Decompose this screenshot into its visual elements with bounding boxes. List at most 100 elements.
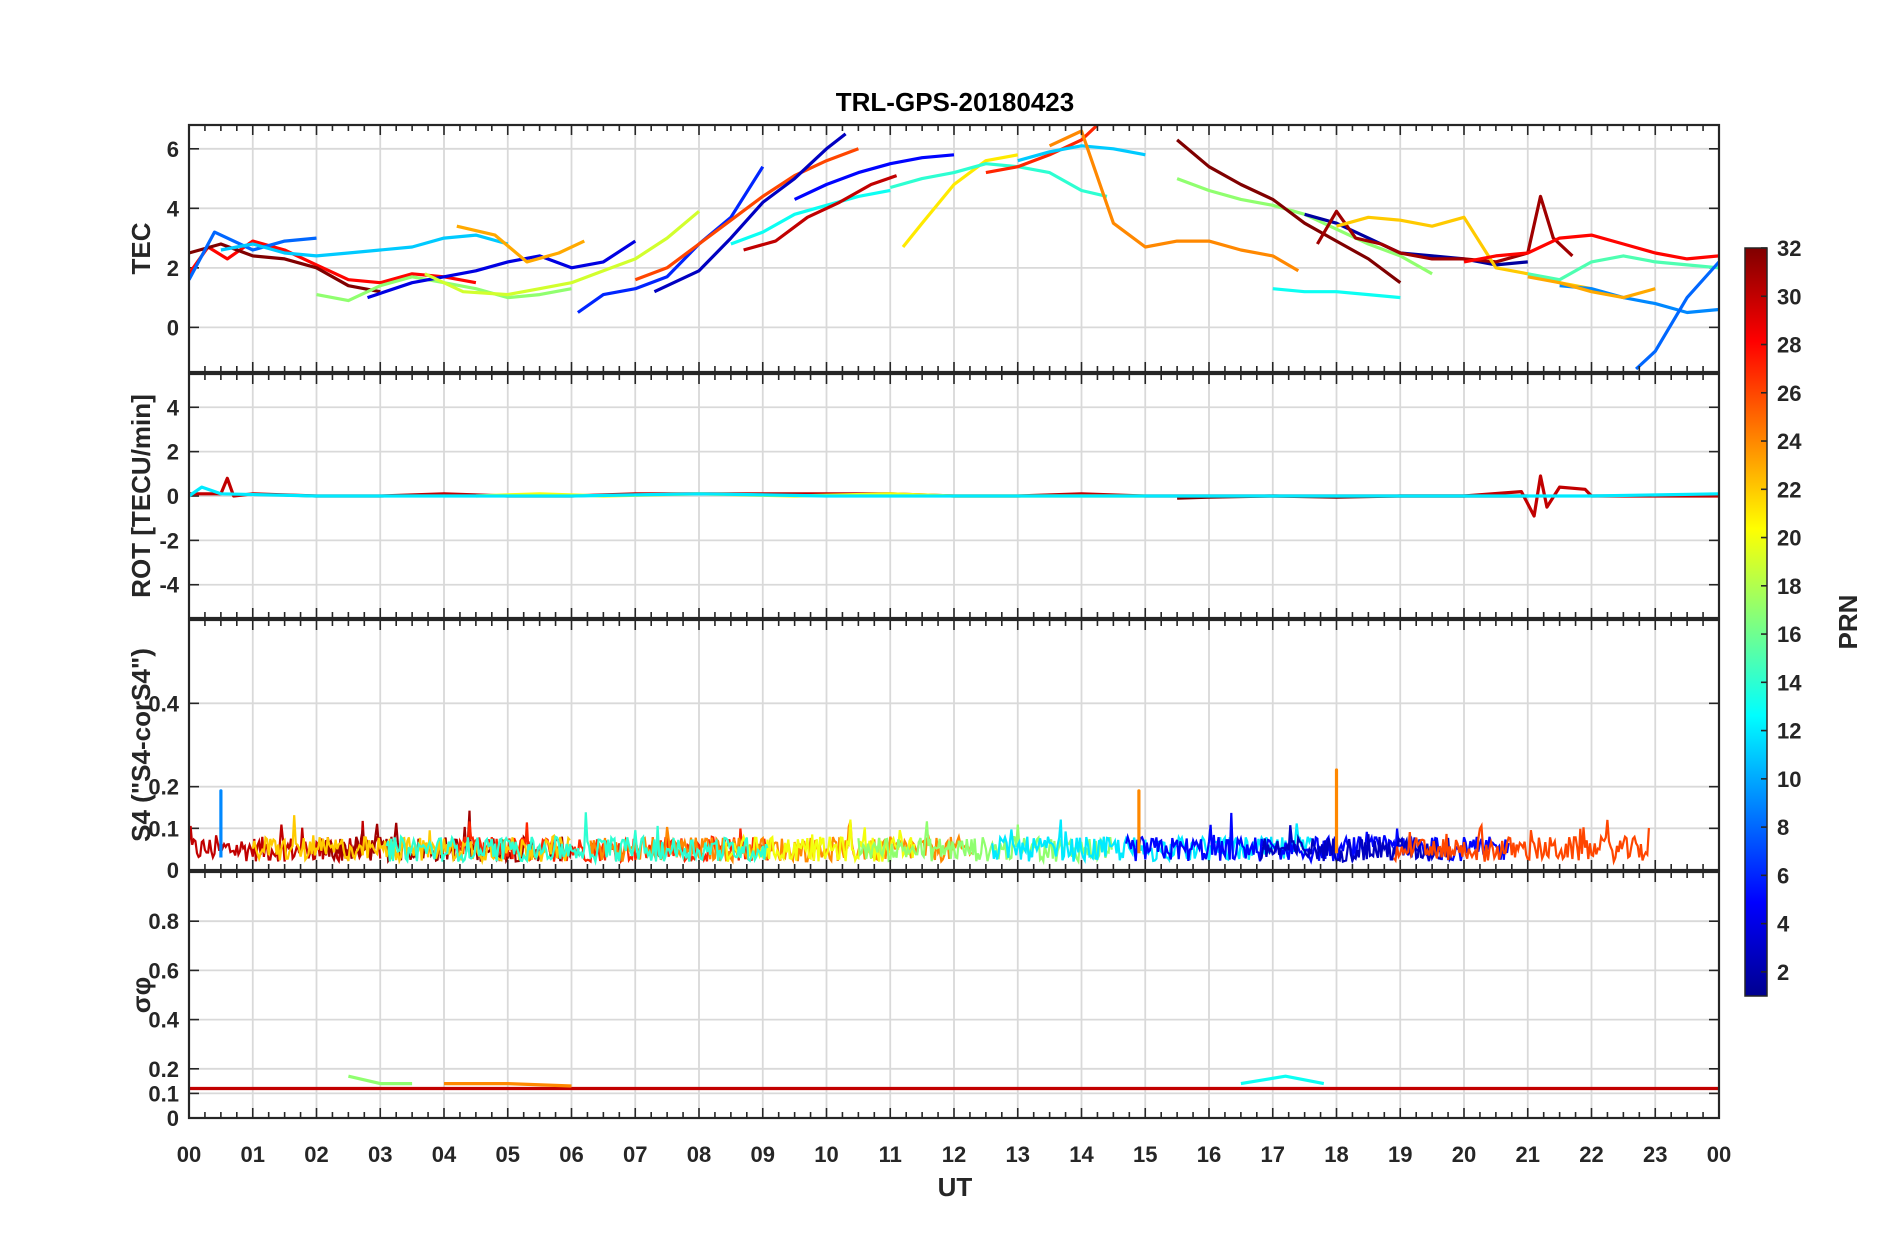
- x-tick-label: 07: [623, 1142, 647, 1167]
- panel-frame: [187, 618, 1721, 872]
- panel-frame: [187, 123, 1721, 374]
- x-tick-label: 05: [496, 1142, 520, 1167]
- series-line-prn-5: [793, 153, 955, 201]
- y-tick-label: -4: [159, 573, 179, 598]
- series-line-prn-32: [1176, 138, 1402, 284]
- x-tick-label: 02: [304, 1142, 328, 1167]
- series-line-prn-17: [1176, 177, 1433, 276]
- x-tick-label: 08: [687, 1142, 711, 1167]
- panel-data: [189, 125, 1719, 371]
- y-tick-label: 0.1: [148, 816, 179, 841]
- y-tick-label: 0: [167, 1106, 179, 1131]
- x-tick-label: 00: [177, 1142, 201, 1167]
- panel-2: -4 -2 0 2 4 ROT [TECU/min]: [126, 372, 1721, 620]
- series-noise: [1259, 825, 1453, 865]
- y-tick-label: 6: [167, 137, 179, 162]
- colorbar-scale: [1744, 247, 1768, 997]
- series-line-prn-3: [653, 132, 847, 294]
- series-line-prn-21: [901, 153, 1019, 249]
- series-line-prn-24: [444, 1082, 572, 1088]
- panel-frame: [187, 372, 1721, 620]
- x-tick-label: 04: [432, 1142, 457, 1167]
- series-line-prn-13: [730, 188, 891, 246]
- colorbar-tick-label: 28: [1777, 333, 1801, 358]
- series-line-prn-23: [456, 224, 585, 264]
- y-axis-label: TEC: [126, 222, 156, 274]
- x-tick-label: 03: [368, 1142, 392, 1167]
- y-tick-label: 0: [167, 315, 179, 340]
- series-line-prn-17: [348, 1074, 413, 1086]
- colorbar-tick-label: 22: [1777, 477, 1801, 502]
- series-line-prn-28: [1463, 233, 1719, 264]
- series-line-prn-24: [1048, 129, 1300, 273]
- colorbar-tick-label: 8: [1777, 815, 1789, 840]
- series-line-prn-31: [1316, 194, 1574, 264]
- y-axis-label: σφ: [126, 977, 156, 1013]
- x-tick-label: 20: [1452, 1142, 1476, 1167]
- colorbar-tick-label: 4: [1777, 912, 1790, 937]
- x-tick-label: 15: [1133, 1142, 1157, 1167]
- x-tick-label: 13: [1006, 1142, 1030, 1167]
- y-tick-label: 4: [167, 395, 180, 420]
- series-line-prn-28: [189, 239, 477, 285]
- panel-data: [189, 474, 1719, 518]
- series-line-prn-27: [985, 125, 1100, 175]
- x-tick-label: 22: [1579, 1142, 1603, 1167]
- series-noise: [1392, 819, 1650, 866]
- x-tick-label: 06: [559, 1142, 583, 1167]
- series-noise: [991, 819, 1313, 864]
- x-tick-label: 21: [1516, 1142, 1540, 1167]
- series-line-prn-23: [1527, 275, 1656, 300]
- y-tick-label: -2: [159, 528, 179, 553]
- series-noise: [723, 819, 916, 864]
- panel-1: 0 2 4 6 TEC: [126, 123, 1721, 374]
- series-line-prn-4: [366, 239, 637, 300]
- colorbar-tick-label: 16: [1777, 622, 1801, 647]
- series-noise: [385, 812, 769, 866]
- colorbar-tick-label: 20: [1777, 526, 1801, 551]
- colorbar-tick-label: 26: [1777, 381, 1801, 406]
- colorbar-tick-label: 6: [1777, 863, 1789, 888]
- x-tick-label: 19: [1388, 1142, 1412, 1167]
- x-tick-label: 11: [879, 1142, 902, 1167]
- x-tick-label: 17: [1261, 1142, 1285, 1167]
- y-tick-label: 2: [167, 256, 179, 281]
- series-line-prn-13: [1240, 1074, 1325, 1086]
- series-line-prn-32: [189, 242, 381, 294]
- series-line-prn-26: [634, 147, 859, 282]
- y-tick-label: 0: [167, 484, 179, 509]
- colorbar-tick-label: 12: [1777, 719, 1801, 744]
- series-line-prn-30: [743, 174, 898, 252]
- y-tick-label: 4: [167, 196, 180, 221]
- x-tick-label: 12: [942, 1142, 966, 1167]
- y-axis-label: ROT [TECU/min]: [126, 394, 156, 598]
- x-tick-label: 09: [751, 1142, 775, 1167]
- colorbar-tick-label: 24: [1777, 429, 1802, 454]
- colorbar-tick-label: 14: [1777, 670, 1802, 695]
- y-tick-label: 0.2: [148, 775, 179, 800]
- x-tick-label: 16: [1197, 1142, 1221, 1167]
- series-line-prn-19: [424, 210, 701, 297]
- x-axis-label: UT: [938, 1172, 973, 1202]
- panel-4: 00.10.2 0.4 0.6 0.8 σφ: [126, 870, 1721, 1131]
- y-axis-label: S4 ("S4-corS4"): [126, 648, 156, 842]
- colorbar-tick-label: 32: [1777, 236, 1801, 261]
- panel-data: [189, 768, 1650, 866]
- series-line-prn-15: [1527, 254, 1719, 282]
- y-tick-label: 0.1: [148, 1081, 179, 1106]
- colorbar-tick-label: 10: [1777, 767, 1801, 792]
- y-tick-label: 0: [167, 858, 179, 883]
- y-tick-label: 0.2: [148, 1057, 179, 1082]
- series-line-prn-11: [220, 233, 509, 258]
- series-line-prn-14: [889, 162, 1108, 198]
- x-tick-label: 00: [1707, 1142, 1731, 1167]
- x-tick-label: 14: [1069, 1142, 1094, 1167]
- x-tick-label: 23: [1643, 1142, 1667, 1167]
- y-tick-label: 2: [167, 440, 179, 465]
- series-line-prn-6: [576, 165, 765, 314]
- x-tick-label: 10: [814, 1142, 838, 1167]
- panel-data: [189, 1074, 1719, 1091]
- chart-title: TRL-GPS-20180423: [836, 87, 1074, 117]
